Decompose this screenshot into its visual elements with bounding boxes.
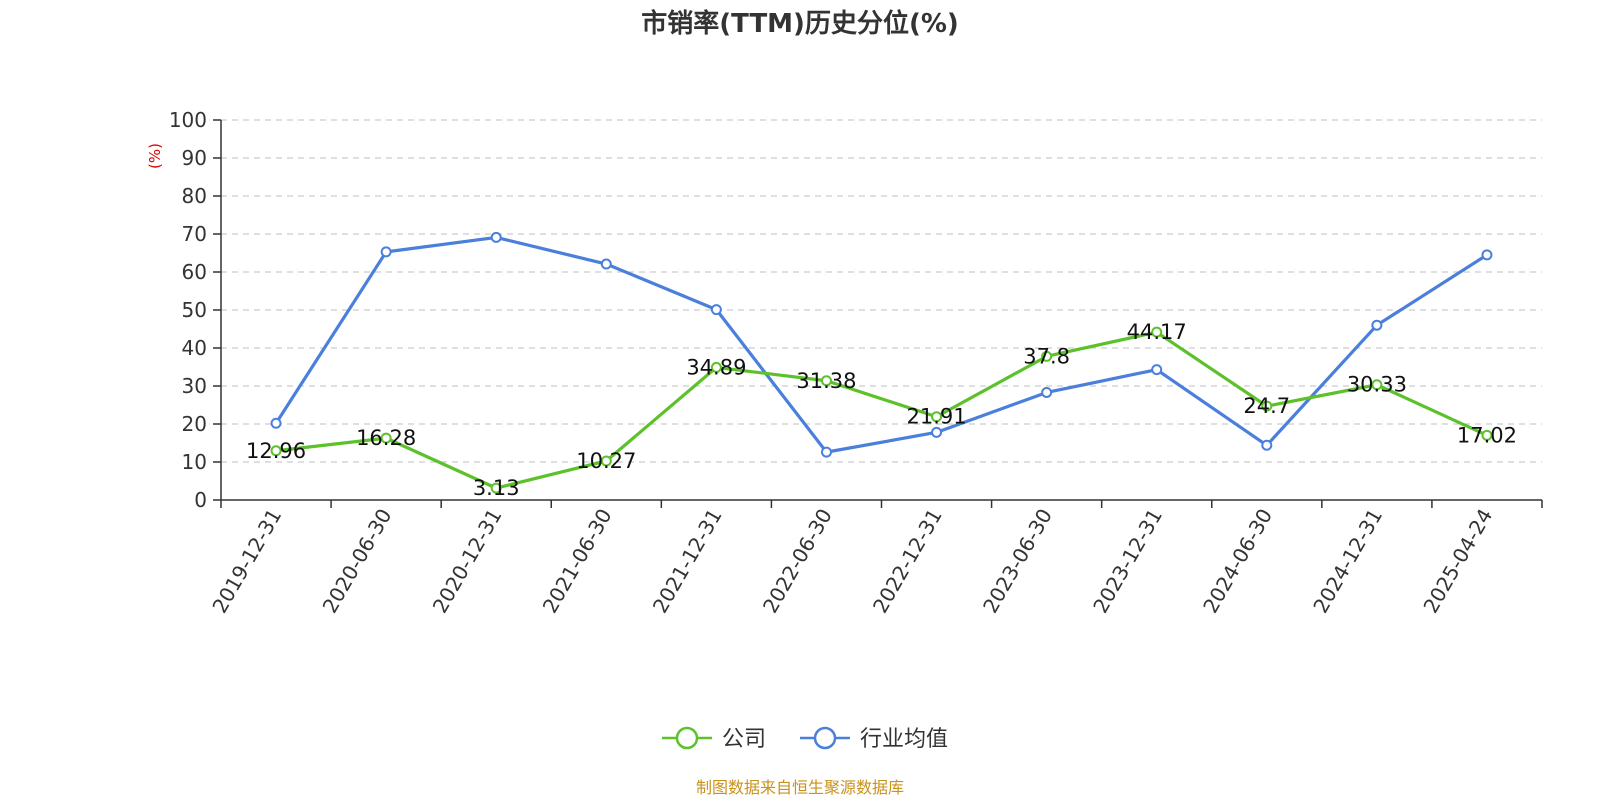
x-tick-label: 2019-12-31 bbox=[207, 505, 286, 618]
x-tick-label: 2020-06-30 bbox=[318, 505, 397, 618]
data-label: 21.91 bbox=[906, 405, 966, 429]
series-layer bbox=[270, 231, 1493, 494]
data-point bbox=[1481, 429, 1493, 441]
legend-marker bbox=[813, 726, 837, 750]
data-label: 3.13 bbox=[473, 476, 520, 500]
data-point bbox=[1261, 400, 1273, 412]
data-label: 37.8 bbox=[1023, 344, 1070, 368]
y-tick-label: 40 bbox=[182, 336, 207, 360]
legend-marker bbox=[675, 726, 699, 750]
data-label: 12.96 bbox=[246, 439, 306, 463]
data-point bbox=[270, 445, 282, 457]
y-tick-label: 0 bbox=[194, 488, 207, 512]
data-point bbox=[490, 231, 502, 243]
y-tick-label: 70 bbox=[182, 222, 207, 246]
y-axis-unit-label: (%) bbox=[146, 143, 164, 169]
data-label: 31.38 bbox=[796, 369, 856, 393]
series-line bbox=[274, 235, 1488, 454]
x-tick-label: 2024-12-31 bbox=[1308, 505, 1387, 618]
x-tick-label: 2020-12-31 bbox=[428, 505, 507, 618]
y-tick-label: 10 bbox=[182, 450, 207, 474]
data-point bbox=[600, 258, 612, 270]
y-tick-label: 30 bbox=[182, 374, 207, 398]
x-tick-label: 2024-06-30 bbox=[1198, 505, 1277, 618]
data-point bbox=[380, 432, 392, 444]
x-tick-label: 2022-12-31 bbox=[868, 505, 947, 618]
data-label-layer: 12.96 16.28 3.13 10.27 34.89 31.38 21.91 37.8 44… bbox=[246, 320, 1517, 500]
series-line bbox=[275, 330, 1488, 490]
data-point bbox=[1041, 386, 1053, 398]
data-point bbox=[820, 446, 832, 458]
data-point bbox=[1041, 350, 1053, 362]
data-point bbox=[1151, 326, 1163, 338]
data-point bbox=[1481, 249, 1493, 261]
x-tick-label: 2022-06-30 bbox=[758, 505, 837, 618]
y-tick-label: 90 bbox=[182, 146, 207, 170]
legend: 公司 行业均值 bbox=[662, 726, 948, 752]
data-point bbox=[1151, 364, 1163, 376]
y-tick-label: 60 bbox=[182, 260, 207, 284]
data-label: 34.89 bbox=[686, 355, 746, 379]
data-point bbox=[931, 411, 943, 423]
data-point bbox=[820, 375, 832, 387]
y-tick-label: 50 bbox=[182, 298, 207, 322]
data-point bbox=[710, 304, 722, 316]
data-label: 17.02 bbox=[1457, 423, 1517, 447]
legend-label: 公司 bbox=[722, 727, 766, 752]
data-point bbox=[931, 426, 943, 438]
data-point bbox=[1371, 379, 1383, 391]
data-source-note: 制图数据来自恒生聚源数据库 bbox=[696, 778, 904, 797]
chart-title: 市销率(TTM)历史分位(%) bbox=[641, 8, 959, 39]
axis-layer: 0 10 20 30 40 50 60 70 80 90 100 2019-12-31 2020-06-… bbox=[169, 108, 1543, 618]
x-tick-label: 2023-06-30 bbox=[978, 505, 1057, 618]
grid-layer bbox=[221, 119, 1542, 463]
y-tick-label: 20 bbox=[182, 412, 207, 436]
data-label: 44.17 bbox=[1127, 320, 1187, 344]
data-point bbox=[600, 455, 612, 467]
data-point bbox=[490, 482, 502, 494]
data-point bbox=[270, 417, 282, 429]
legend-label: 行业均值 bbox=[860, 727, 948, 752]
x-tick-label: 2021-12-31 bbox=[648, 505, 727, 618]
data-label: 24.7 bbox=[1243, 394, 1290, 418]
data-label: 16.28 bbox=[356, 426, 416, 450]
data-point bbox=[710, 361, 722, 373]
x-tick-label: 2023-12-31 bbox=[1088, 505, 1167, 618]
y-tick-label: 80 bbox=[182, 184, 207, 208]
data-point bbox=[1371, 319, 1383, 331]
data-point bbox=[1261, 439, 1273, 451]
x-tick-label: 2021-06-30 bbox=[538, 505, 617, 618]
data-label: 10.27 bbox=[576, 449, 636, 473]
data-label: 30.33 bbox=[1347, 373, 1407, 397]
y-tick-label: 100 bbox=[169, 108, 207, 132]
x-tick-label: 2025-04-24 bbox=[1418, 505, 1497, 618]
data-point bbox=[380, 246, 392, 258]
